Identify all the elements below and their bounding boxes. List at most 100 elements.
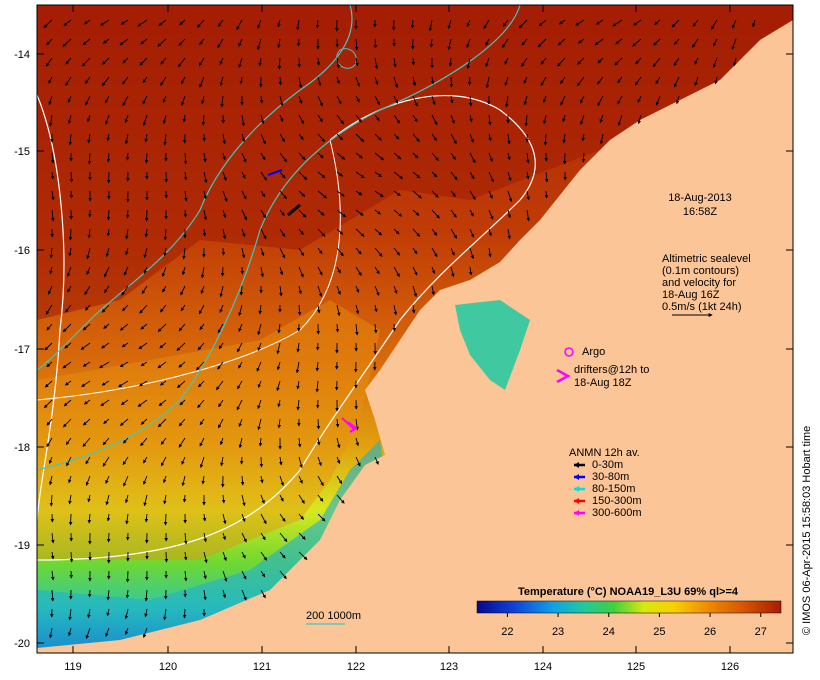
- velocity-arrow: [336, 437, 341, 449]
- velocity-arrow: [203, 570, 207, 580]
- velocity-arrow: [218, 342, 224, 350]
- velocity-arrow: [46, 437, 53, 448]
- velocity-arrow: [393, 247, 400, 256]
- velocity-arrow: [467, 76, 472, 86]
- velocity-arrow: [466, 57, 471, 70]
- velocity-arrow: [279, 171, 286, 179]
- velocity-arrow: [241, 114, 246, 127]
- velocity-arrow: [374, 247, 383, 257]
- velocity-arrow: [181, 266, 186, 276]
- velocity-arrow: [203, 209, 208, 221]
- velocity-arrow: [49, 266, 53, 275]
- velocity-arrow: [317, 228, 326, 237]
- lon-tick-label: 123: [440, 661, 458, 673]
- velocity-arrow: [374, 209, 382, 215]
- velocity-arrow: [101, 76, 110, 87]
- velocity-arrow: [518, 19, 528, 29]
- velocity-arrow: [203, 589, 207, 601]
- velocity-arrow: [355, 323, 359, 336]
- velocity-arrow: [412, 285, 418, 298]
- velocity-arrow: [102, 437, 110, 446]
- velocity-arrow: [137, 399, 148, 407]
- velocity-arrow: [374, 133, 382, 141]
- velocity-arrow: [241, 133, 246, 143]
- drifter-track: [341, 417, 356, 431]
- anmn-arrowhead-icon: [574, 510, 579, 516]
- velocity-arrow: [45, 304, 53, 315]
- velocity-arrow: [163, 513, 168, 526]
- velocity-arrow: [617, 76, 623, 84]
- velocity-arrow: [182, 247, 186, 260]
- velocity-arrow: [336, 114, 344, 125]
- velocity-arrow: [317, 304, 321, 314]
- velocity-arrow: [142, 76, 148, 84]
- velocity-arrow: [633, 19, 642, 26]
- velocity-arrow: [123, 266, 129, 276]
- velocity-arrow: [144, 608, 148, 618]
- velocity-arrow: [160, 456, 167, 467]
- velocity-arrow: [140, 323, 148, 330]
- velocity-arrow: [317, 76, 322, 87]
- velocity-arrow: [100, 399, 110, 407]
- velocity-arrow: [222, 171, 227, 182]
- velocity-arrow: [298, 114, 305, 125]
- velocity-arrow: [298, 475, 303, 484]
- velocity-arrow: [374, 171, 382, 177]
- velocity-arrow: [124, 133, 129, 145]
- velocity-arrow: [87, 589, 92, 598]
- velocity-arrow: [106, 133, 110, 142]
- velocity-arrow: [84, 285, 91, 296]
- velocity-arrow: [222, 152, 226, 161]
- velocity-arrow: [256, 38, 262, 51]
- velocity-arrow: [87, 133, 91, 144]
- velocity-arrow: [692, 38, 699, 48]
- velocity-arrow: [412, 190, 422, 199]
- velocity-arrow: [241, 589, 247, 601]
- velocity-arrow: [51, 209, 55, 222]
- velocity-arrow: [260, 114, 265, 125]
- velocity-arrow: [163, 133, 167, 146]
- velocity-arrow: [507, 228, 512, 240]
- velocity-arrow: [178, 323, 186, 332]
- velocity-arrow: [507, 152, 511, 161]
- velocity-arrow: [237, 342, 243, 353]
- velocity-arrow: [182, 114, 187, 123]
- velocity-arrow: [163, 494, 167, 505]
- velocity-arrow: [159, 380, 167, 386]
- velocity-arrow: [201, 95, 205, 105]
- velocity-arrow: [712, 38, 718, 47]
- colorbar-ticks: 22 23 24 25 26 27: [501, 613, 767, 638]
- velocity-arrow: [538, 19, 547, 27]
- velocity-arrow: [101, 342, 110, 349]
- velocity-arrow: [654, 19, 661, 25]
- velocity-arrow: [81, 380, 91, 387]
- velocity-arrow: [222, 589, 227, 599]
- velocity-arrow: [141, 285, 148, 295]
- gulf-inlet: [455, 300, 530, 390]
- velocity-arrow: [82, 361, 91, 367]
- velocity-arrow: [523, 95, 528, 106]
- velocity-arrow: [144, 152, 149, 164]
- velocity-arrow: [237, 380, 243, 390]
- velocity-arrow: [125, 152, 130, 161]
- velocity-arrow: [87, 152, 92, 165]
- velocity-arrow: [157, 418, 167, 428]
- velocity-arrow: [199, 323, 205, 331]
- velocity-arrow: [222, 532, 226, 541]
- velocity-arrow: [393, 209, 403, 217]
- velocity-arrow: [202, 513, 207, 522]
- velocity-arrow: [220, 266, 225, 277]
- velocity-arrow: [599, 133, 604, 145]
- velocity-arrow: [236, 399, 243, 411]
- velocity-arrow: [158, 399, 167, 407]
- velocity-arrow: [374, 228, 383, 236]
- velocity-arrow: [317, 285, 323, 298]
- velocity-arrow: [82, 38, 91, 46]
- velocity-arrow: [277, 19, 281, 28]
- velocity-arrow: [163, 228, 168, 241]
- colorbar: [476, 600, 782, 614]
- argo-label: Argo: [582, 346, 605, 358]
- velocity-arrow: [279, 570, 287, 580]
- velocity-arrow: [222, 513, 227, 525]
- plot-area: [36, 4, 794, 654]
